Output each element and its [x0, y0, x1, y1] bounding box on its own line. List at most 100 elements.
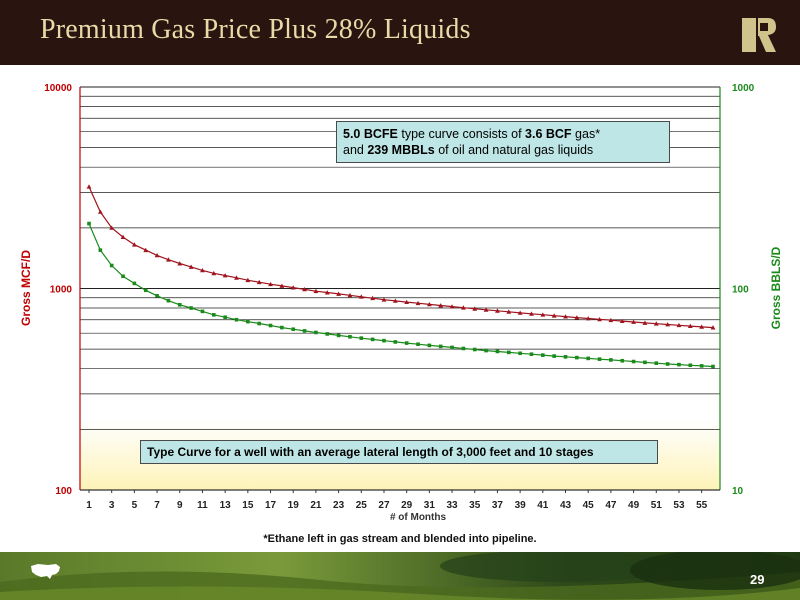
gas-data-point: [177, 261, 183, 266]
x-tick-label: 21: [310, 500, 322, 511]
liquids-series-line: [88, 223, 714, 368]
x-tick-label: 25: [356, 500, 368, 511]
x-tick-label: 5: [132, 500, 138, 511]
right-axis-label: Gross BBLS/D: [769, 246, 783, 329]
liquids-data-point: [393, 340, 398, 344]
grid-lines: [80, 86, 720, 430]
liquids-data-point: [575, 355, 579, 360]
x-tick-label: 35: [469, 500, 481, 511]
liquids-data-point: [200, 309, 205, 314]
gas-data-point: [109, 225, 115, 230]
gas-data-point: [131, 242, 137, 247]
liquids-data-point: [212, 313, 216, 317]
gas-data-point: [676, 322, 682, 328]
x-tick-label: 39: [515, 500, 527, 511]
liquids-data-point: [143, 288, 148, 293]
liquids-data-point: [291, 327, 296, 332]
series-group: [86, 184, 716, 369]
gas-data-point: [302, 286, 307, 292]
liquids-data-point: [348, 334, 352, 339]
left-tick-label: 100: [55, 486, 72, 497]
callout-text-1: type curve consists of: [397, 127, 526, 141]
liquids-data-point: [302, 329, 307, 333]
gas-data-point: [154, 252, 160, 258]
liquids-data-point: [643, 360, 647, 365]
liquids-data-point: [450, 345, 454, 350]
callout-text-4: of oil and natural gas liquids: [434, 143, 594, 157]
x-tick-label: 31: [424, 500, 436, 511]
gas-data-point: [370, 295, 376, 301]
gas-data-point: [392, 298, 398, 303]
gas-data-point: [449, 304, 455, 309]
liquids-data-point: [234, 317, 239, 322]
x-tick-label: 17: [265, 500, 277, 511]
liquids-data-point: [609, 358, 613, 362]
liquids-data-point: [665, 362, 670, 366]
liquids-data-point: [552, 354, 556, 358]
gas-data-point: [687, 323, 693, 328]
gas-data-point: [483, 307, 489, 312]
liquids-data-point: [654, 361, 659, 365]
liquids-data-point: [166, 298, 171, 303]
liquids-data-point: [189, 306, 193, 310]
gas-data-point: [699, 324, 705, 329]
x-tick-label: 13: [220, 500, 232, 511]
gas-data-point: [653, 321, 659, 326]
liquids-data-point: [268, 323, 273, 328]
slide-title: Premium Gas Price Plus 28% Liquids: [40, 14, 471, 45]
liquids-data-point: [223, 315, 227, 320]
x-tick-label: 23: [333, 500, 345, 511]
x-tick-label: 53: [673, 500, 685, 511]
gas-data-point: [268, 281, 273, 287]
gas-data-point: [279, 283, 285, 288]
liquids-data-point: [370, 337, 375, 342]
gas-data-point: [336, 291, 341, 296]
liquids-data-point: [280, 325, 284, 330]
gas-data-point: [404, 299, 410, 305]
gas-data-point: [472, 306, 478, 311]
gas-data-point: [551, 313, 557, 318]
x-tick-label: 1: [86, 500, 92, 511]
x-tick-label: 11: [197, 500, 208, 511]
gas-data-point: [495, 308, 500, 313]
x-tick-label: 41: [537, 500, 549, 511]
type-curve-callout: Type Curve for a well with an average la…: [140, 440, 658, 464]
liquids-data-point: [586, 356, 590, 361]
liquids-data-point: [688, 363, 693, 368]
gas-data-point: [426, 301, 432, 307]
callout-mbbl-value: 239 MBBLs: [367, 143, 435, 157]
liquids-data-point: [98, 248, 103, 252]
gas-data-point: [290, 285, 296, 290]
liquids-data-point: [416, 342, 420, 347]
gas-data-point: [438, 303, 444, 308]
liquids-data-point: [631, 359, 636, 364]
liquids-data-point: [541, 353, 545, 357]
gas-data-point: [517, 310, 523, 315]
callout-bcfe-value: 5.0 BCFE: [343, 127, 398, 141]
gas-data-point: [188, 264, 194, 269]
gas-data-point: [234, 275, 239, 280]
liquids-data-point: [506, 350, 511, 355]
liquids-data-point: [404, 341, 409, 345]
liquids-data-point: [495, 349, 500, 354]
liquids-data-point: [518, 351, 522, 356]
x-tick-label: 51: [651, 500, 663, 511]
liquids-data-point: [461, 346, 466, 351]
right-tick-label: 1000: [732, 83, 755, 94]
x-tick-label: 7: [154, 500, 160, 511]
x-axis-label: # of Months: [390, 512, 447, 523]
footnote: *Ethane left in gas stream and blended i…: [263, 533, 537, 545]
company-logo-icon: [742, 18, 776, 52]
x-tick-label: 3: [109, 500, 115, 511]
gas-data-point: [245, 277, 251, 283]
x-tick-label: 9: [177, 500, 183, 511]
gas-data-point: [506, 309, 512, 314]
gas-data-point: [529, 311, 534, 316]
page-number: 29: [750, 572, 765, 587]
right-tick-labels: 10 100 1000: [732, 83, 755, 497]
liquids-data-point: [155, 293, 159, 298]
gas-data-point: [642, 320, 648, 325]
gas-data-point: [461, 305, 466, 310]
x-tick-label: 37: [492, 500, 504, 511]
x-tick-label: 45: [583, 500, 595, 511]
